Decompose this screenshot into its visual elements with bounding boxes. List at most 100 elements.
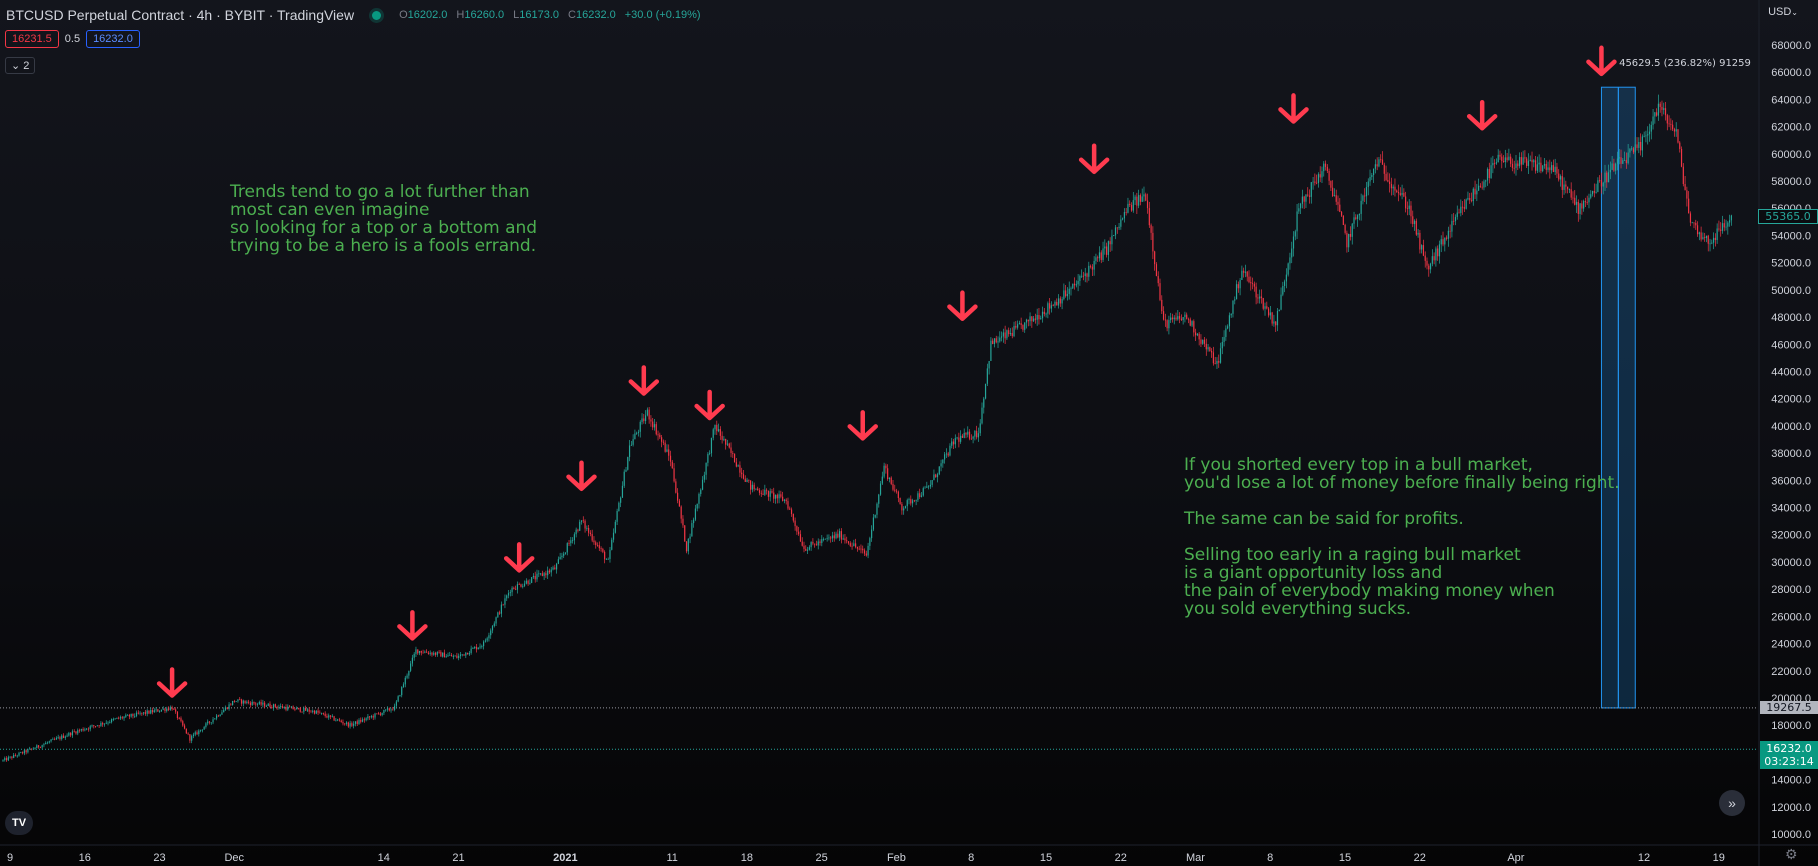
candle-body <box>830 537 832 539</box>
ohlc-close-label: C <box>568 9 576 21</box>
candle-body <box>207 721 209 724</box>
candle-body <box>1193 321 1195 333</box>
candle-body <box>1613 163 1615 171</box>
candle-body <box>564 552 567 554</box>
candle-body <box>276 706 278 708</box>
candle-body <box>881 476 883 484</box>
candle-body <box>379 713 381 715</box>
chart-title[interactable]: BTCUSD Perpetual Contract · 4h · BYBIT ·… <box>6 7 355 23</box>
tradingview-logo[interactable]: TV <box>5 811 33 835</box>
candle-body <box>50 739 52 742</box>
candle-body <box>1579 203 1581 214</box>
candle-body <box>999 337 1001 342</box>
candle-body <box>337 719 339 721</box>
candle-body <box>515 588 517 590</box>
candle-body <box>1709 243 1711 245</box>
candle-body <box>931 480 933 485</box>
candle-body <box>326 716 328 718</box>
candle-body <box>979 423 981 434</box>
candle-body <box>621 485 624 498</box>
market-status-dot[interactable] <box>372 10 382 20</box>
candle-body <box>39 747 41 748</box>
candle-body <box>1207 347 1209 350</box>
candle-body <box>1453 220 1455 222</box>
candle-body <box>1629 148 1631 153</box>
candle-body <box>438 651 440 653</box>
candle-body <box>545 573 547 576</box>
candle-body <box>377 713 380 715</box>
chart-header: BTCUSD Perpetual Contract · 4h · BYBIT ·… <box>6 6 701 24</box>
candle-body <box>102 722 104 725</box>
sell-price-button[interactable]: 16231.5 <box>5 30 59 48</box>
candle-body <box>1114 227 1117 236</box>
candle-body <box>1428 265 1430 270</box>
candle-body <box>324 713 326 717</box>
candle-body <box>1659 103 1661 107</box>
indicators-collapse-button[interactable]: ⌄ 2 <box>5 57 36 74</box>
candle-body <box>333 716 335 721</box>
candle-body <box>1146 200 1149 209</box>
candle-body <box>1415 220 1417 235</box>
annotation-right[interactable]: If you shorted every top in a bull marke… <box>1184 455 1620 619</box>
candle-body <box>639 421 641 432</box>
candle-body <box>1045 313 1047 315</box>
candle-body <box>361 719 364 722</box>
x-axis-tick-label: 15 <box>1040 852 1052 864</box>
candle-body <box>1636 144 1638 148</box>
currency-selector[interactable]: USD⌄ <box>1768 6 1798 18</box>
candle-body <box>198 730 200 735</box>
candle-body <box>1399 193 1401 195</box>
candle-body <box>611 539 613 550</box>
candle-body <box>516 584 519 590</box>
candle-body <box>1567 186 1569 190</box>
candle-body <box>783 499 786 501</box>
candle-body <box>936 474 939 478</box>
candle-body <box>504 598 506 605</box>
candle-body <box>1072 283 1074 289</box>
settings-gear-icon[interactable]: ⚙ <box>1785 846 1798 862</box>
candle-body <box>1339 204 1341 212</box>
candle-body <box>1577 201 1579 214</box>
annotation-left[interactable]: Trends tend to go a lot further than mos… <box>230 182 538 256</box>
buy-price-button[interactable]: 16232.0 <box>86 30 140 48</box>
candle-body <box>1043 311 1045 314</box>
candle-body <box>904 506 907 509</box>
candle-body <box>34 748 36 749</box>
candle-body <box>1654 112 1656 117</box>
candle-body <box>600 548 602 550</box>
candle-body <box>1447 230 1449 239</box>
candle-body <box>321 712 323 714</box>
candle-body <box>1348 233 1350 248</box>
candle-body <box>1280 294 1282 310</box>
candle-body <box>579 521 581 531</box>
candle-body <box>972 436 974 439</box>
candle-body <box>1205 343 1207 350</box>
candle-body <box>928 486 930 488</box>
trade-buttons: 16231.5 0.5 16232.0 <box>5 30 140 48</box>
candle-body <box>397 696 399 702</box>
candle-body <box>176 711 179 719</box>
y-axis-tick-label: 62000.0 <box>1771 122 1811 134</box>
candle-body <box>769 491 771 497</box>
candle-body <box>1034 318 1036 320</box>
candle-body <box>288 706 291 708</box>
candle-body <box>630 444 632 446</box>
candle-body <box>123 716 125 719</box>
candle-body <box>483 641 485 647</box>
ohlc-open-value: 16202.0 <box>407 9 448 21</box>
candle-body <box>1638 141 1640 148</box>
candle-body <box>135 712 138 716</box>
x-axis-tick-label: 12 <box>1638 852 1650 864</box>
candle-body <box>799 534 802 542</box>
candle-body <box>1017 324 1019 328</box>
scroll-to-realtime-button[interactable]: » <box>1719 790 1745 816</box>
candle-body <box>121 717 123 719</box>
candle-body <box>1029 316 1031 322</box>
candle-body <box>1022 325 1024 330</box>
candle-body <box>180 718 182 722</box>
candle-body <box>1211 351 1213 353</box>
candle-body <box>988 360 990 369</box>
candle-body <box>525 580 527 584</box>
